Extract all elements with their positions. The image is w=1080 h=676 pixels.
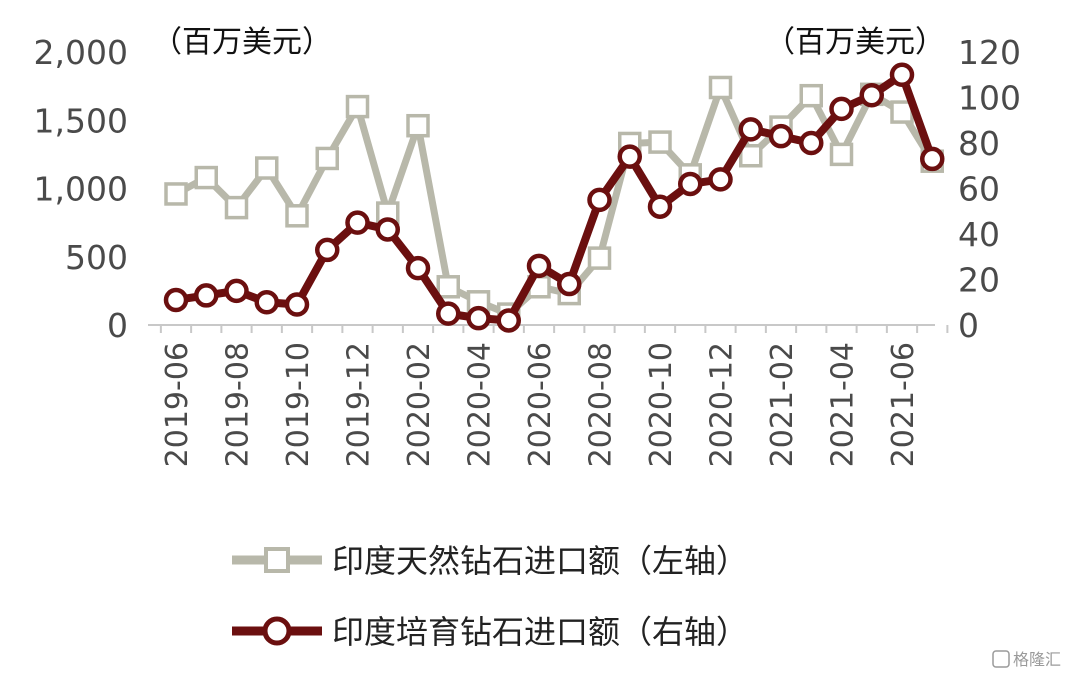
data-point-circle [920,146,945,172]
right-tick-label: 80 [958,124,1000,163]
data-point-circle [647,194,673,219]
data-point-square [829,142,854,167]
legend-natural-label: 印度天然钻石进口额（左轴） [332,542,748,580]
data-point-circle [738,117,763,142]
legend-lab-grown-marker [262,616,292,646]
data-point-square [587,246,612,270]
data-point-square [285,204,309,228]
data-point-circle [889,62,915,87]
x-tick-label: 2020-06 [523,342,558,467]
x-tick-label: 2019-06 [160,342,195,467]
series-natural-diamond [164,75,944,326]
left-axis-unit: （百万美元） [152,25,332,60]
data-point-circle [678,171,703,197]
legend-item-natural: 印度天然钻石进口额（左轴） [232,542,748,580]
x-tick-label: 2020-12 [705,342,740,467]
data-point-circle [466,305,491,331]
x-tick-label: 2019-08 [221,342,256,467]
left-tick-label: 1,500 [34,101,128,140]
data-point-circle [799,130,824,156]
x-tick-label: 2020-04 [463,342,498,467]
series-line [174,83,936,318]
data-point-square [406,113,430,138]
data-point-square [799,83,823,108]
data-point-circle [617,144,642,169]
data-point-circle [375,217,400,242]
right-tick-label: 20 [958,261,1000,300]
data-point-circle [587,187,612,213]
left-tick-label: 1,000 [34,170,128,209]
data-point-square [164,182,188,206]
data-point-circle [284,292,310,317]
left-tick-label: 2,000 [34,33,128,72]
right-tick-label: 60 [958,170,1000,209]
data-point-circle [859,82,884,108]
right-tick-label: 0 [958,306,979,345]
legend-lab-grown-label: 印度培育钻石进口额（右轴） [332,613,748,651]
data-point-square [315,146,339,171]
data-point-square [255,156,279,180]
data-point-circle [436,301,461,326]
data-point-square [436,275,460,299]
series-layer [163,62,945,333]
left-axis: 0 500 1,000 1,500 2,000 [34,33,128,345]
legend: 印度天然钻石进口额（左轴） 印度培育钻石进口额（右轴） [232,542,748,651]
right-axis-unit: （百万美元） [765,25,945,60]
data-point-square [224,195,249,220]
data-point-circle [496,308,521,333]
x-tick-label: 2020-08 [584,342,619,467]
right-tick-label: 120 [958,33,1021,72]
data-point-circle [526,253,552,279]
legend-item-lab-grown: 印度培育钻石进口额（右轴） [232,613,748,651]
watermark: 格隆汇 [992,650,1061,669]
data-point-square [648,130,672,154]
data-point-square [739,143,763,168]
data-point-circle [768,123,794,149]
data-point-square [194,165,218,190]
watermark-logo-icon [992,650,1010,668]
right-tick-label: 40 [958,215,1000,254]
x-tick-label: 2019-10 [281,342,316,467]
legend-natural-marker [264,547,290,573]
data-point-circle [163,287,189,313]
x-tick-label: 2020-10 [644,342,679,467]
x-tick-label: 2020-02 [402,342,437,467]
data-point-circle [708,167,733,192]
data-point-circle [345,210,370,235]
data-point-circle [254,290,279,315]
data-point-square [708,75,733,100]
left-tick-label: 500 [65,238,128,277]
right-tick-label: 100 [958,79,1021,118]
left-tick-label: 0 [107,306,128,345]
data-point-square [345,94,370,119]
right-axis: 0 20 40 60 80 100 120 [958,33,1021,345]
data-point-circle [315,237,340,263]
data-point-circle [405,255,431,281]
x-tick-label: 2021-06 [886,342,921,467]
data-point-circle [194,283,219,308]
series-lab-grown-diamond [163,62,945,333]
watermark-text: 格隆汇 [1013,650,1061,669]
x-tick-label: 2021-04 [826,342,861,467]
data-point-circle [829,96,854,122]
x-tick-label: 2021-02 [765,342,800,467]
x-tick-label: 2019-12 [342,342,377,467]
x-axis: 2019-06 2019-08 2019-10 2019-12 2020-02 2020-… [159,325,949,467]
data-point-circle [557,271,582,297]
data-point-circle [224,278,249,304]
